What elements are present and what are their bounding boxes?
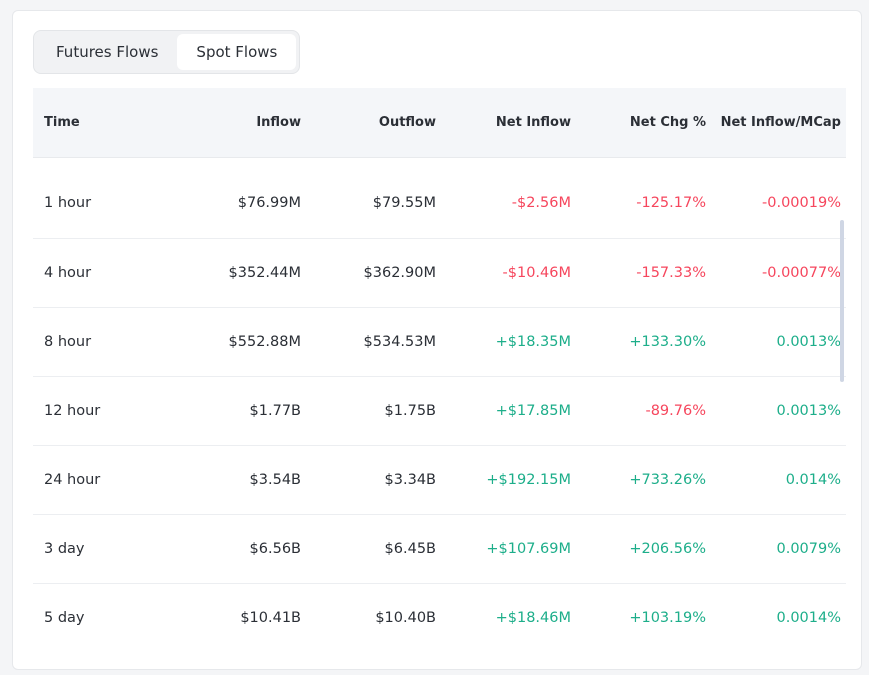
- cell-time: 4 hour: [44, 265, 92, 281]
- table-header: Time Inflow Outflow Net Inflow Net Chg %…: [33, 88, 846, 158]
- column-header-time: Time: [44, 115, 80, 130]
- cell-net-inflow-mcap: 0.0079%: [776, 541, 841, 557]
- cell-net-inflow: -$10.46M: [502, 265, 571, 281]
- cell-time: 24 hour: [44, 472, 101, 488]
- cell-net-inflow: +$107.69M: [486, 541, 571, 557]
- cell-time: 8 hour: [44, 334, 92, 350]
- cell-inflow: $552.88M: [228, 334, 301, 350]
- cell-net-inflow: +$192.15M: [486, 472, 571, 488]
- table-scrollbar[interactable]: [840, 220, 844, 382]
- cell-net-inflow-mcap: 0.0013%: [776, 403, 841, 419]
- cell-net-inflow: +$17.85M: [495, 403, 571, 419]
- column-header-net-chg: Net Chg %: [629, 115, 706, 130]
- cell-inflow: $1.77B: [249, 403, 301, 419]
- table-row: 3 day $6.56B $6.45B +$107.69M +206.56% 0.0079…: [33, 514, 846, 583]
- column-header-inflow: Inflow: [256, 115, 301, 130]
- cell-net-chg: -89.76%: [645, 403, 706, 419]
- cell-net-chg: +133.30%: [629, 334, 706, 350]
- tab-spot-flows[interactable]: Spot Flows: [177, 34, 297, 70]
- cell-outflow: $1.75B: [384, 403, 436, 419]
- table-row: 1 hour $76.99M $79.55M -$2.56M -125.17% -0.00…: [33, 169, 846, 238]
- table-row: 8 hour $552.88M $534.53M +$18.35M +133.30% 0.…: [33, 307, 846, 376]
- cell-inflow: $10.41B: [240, 610, 301, 626]
- cell-inflow: $3.54B: [249, 472, 301, 488]
- cell-net-inflow-mcap: -0.00019%: [762, 195, 841, 211]
- table-body: 1 hour $76.99M $79.55M -$2.56M -125.17% -0.00…: [33, 169, 846, 652]
- cell-net-inflow: +$18.35M: [495, 334, 571, 350]
- table-row: 12 hour $1.77B $1.75B +$17.85M -89.76% 0.0013…: [33, 376, 846, 445]
- cell-time: 12 hour: [44, 403, 101, 419]
- cell-net-inflow: +$18.46M: [495, 610, 571, 626]
- cell-inflow: $352.44M: [228, 265, 301, 281]
- table-row: 24 hour $3.54B $3.34B +$192.15M +733.26% 0.01…: [33, 445, 846, 514]
- column-header-net-inflow: Net Inflow: [495, 115, 571, 130]
- table-row: 4 hour $352.44M $362.90M -$10.46M -157.33% -0…: [33, 238, 846, 307]
- tab-futures-flows[interactable]: Futures Flows: [56, 43, 159, 61]
- flows-card: Futures Flows Spot Flows Time Inflow Out…: [12, 10, 862, 670]
- column-header-outflow: Outflow: [378, 115, 436, 130]
- cell-net-inflow-mcap: 0.0013%: [776, 334, 841, 350]
- cell-net-inflow-mcap: 0.014%: [785, 472, 841, 488]
- cell-time: 3 day: [44, 541, 85, 557]
- table-row: 5 day $10.41B $10.40B +$18.46M +103.19% 0.001…: [33, 583, 846, 652]
- cell-outflow: $3.34B: [384, 472, 436, 488]
- cell-inflow: $6.56B: [249, 541, 301, 557]
- flow-type-tabs: Futures Flows Spot Flows: [33, 30, 301, 74]
- cell-net-inflow-mcap: -0.00077%: [762, 265, 841, 281]
- cell-net-chg: +733.26%: [629, 472, 706, 488]
- cell-outflow: $79.55M: [372, 195, 436, 211]
- cell-net-chg: +206.56%: [629, 541, 706, 557]
- column-header-net-inflow-mcap: Net Inflow/MCap: [720, 115, 841, 130]
- cell-inflow: $76.99M: [237, 195, 301, 211]
- cell-net-chg: -157.33%: [636, 265, 706, 281]
- cell-outflow: $6.45B: [384, 541, 436, 557]
- cell-net-inflow-mcap: 0.0014%: [776, 610, 841, 626]
- cell-net-chg: +103.19%: [629, 610, 706, 626]
- cell-outflow: $362.90M: [363, 265, 436, 281]
- cell-outflow: $534.53M: [363, 334, 436, 350]
- cell-time: 1 hour: [44, 195, 92, 211]
- cell-outflow: $10.40B: [375, 610, 436, 626]
- cell-net-chg: -125.17%: [636, 195, 706, 211]
- cell-time: 5 day: [44, 610, 85, 626]
- cell-net-inflow: -$2.56M: [511, 195, 571, 211]
